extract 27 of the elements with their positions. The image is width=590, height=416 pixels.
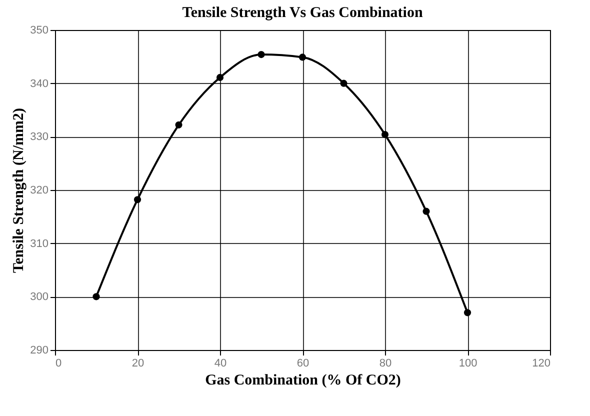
point (464, 309, 472, 316)
y-tick-label: 340 (30, 78, 48, 90)
point (216, 74, 224, 81)
x-tick-label: 100 (458, 358, 478, 370)
point (340, 80, 348, 87)
y-tick-label: 330 (30, 131, 48, 144)
point (298, 54, 306, 61)
point (381, 131, 389, 138)
y-tick-label: 310 (30, 238, 48, 250)
point (258, 51, 265, 58)
x-tick-label: 40 (214, 358, 227, 370)
point (92, 293, 100, 300)
y-tick-label: 320 (30, 184, 48, 196)
y-tick-label: 350 (30, 24, 48, 36)
y-axis-title: Tensile Strength (N/mm2) (11, 108, 28, 273)
x-tick-label: 0 (56, 358, 62, 370)
x-tick-label: 20 (132, 358, 144, 370)
point (134, 196, 142, 204)
x-tick-label: 60 (296, 358, 310, 370)
x-tick-label: 120 (532, 358, 550, 370)
chart-title: Tensile Strength Vs Gas Combination (182, 5, 424, 21)
y-tick-label: 290 (30, 344, 48, 356)
x-tick-label: 80 (379, 358, 392, 370)
y-tick-label: 300 (30, 291, 48, 304)
point (175, 121, 182, 128)
x-axis-title: Gas Combination (% Of CO2) (205, 372, 401, 388)
point (422, 208, 430, 215)
